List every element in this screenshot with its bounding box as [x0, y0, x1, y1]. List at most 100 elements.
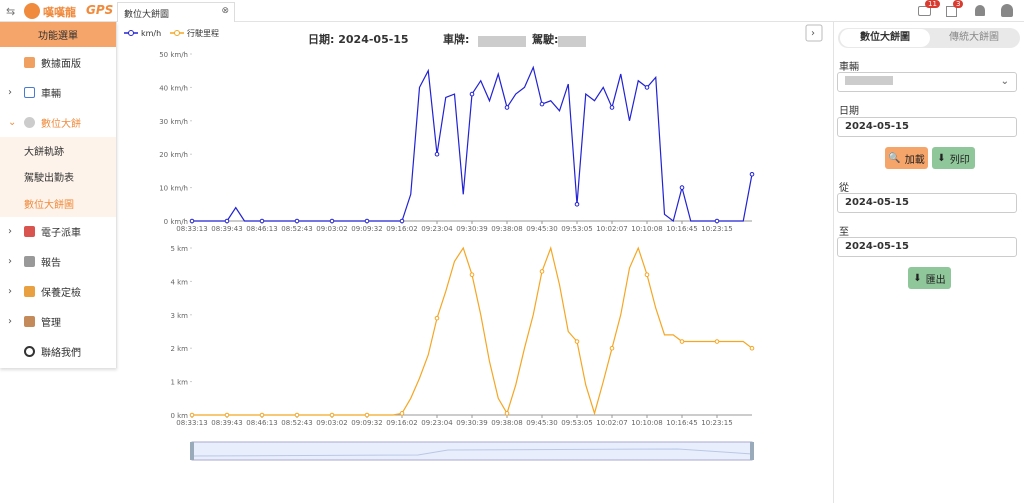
menu-item[interactable]: 聯絡我們	[0, 337, 116, 367]
button-label: 列印	[949, 154, 970, 166]
date-value: 2024-05-15	[845, 121, 909, 132]
menu-item[interactable]: › 車輛	[8, 86, 61, 100]
point	[329, 218, 335, 224]
x-tick-label: 09:30:39	[456, 419, 487, 427]
legend-label: km/h	[141, 29, 161, 38]
menu-label: 電子派車	[41, 228, 81, 239]
point	[679, 339, 685, 344]
print-button[interactable]: ⬇ 列印	[932, 147, 975, 169]
menu-label: 數位大餅圖	[24, 199, 74, 211]
task-icon[interactable]	[946, 6, 957, 17]
point	[539, 101, 545, 107]
y-tick-label: 50 km/h	[159, 51, 188, 59]
point	[609, 105, 615, 110]
zoom-slider[interactable]	[191, 441, 753, 461]
vehicle-icon[interactable]	[918, 6, 931, 16]
badge: 11	[925, 0, 940, 8]
tab-close[interactable]: ⊗	[221, 6, 229, 16]
menu-toggle[interactable]: ⇆	[6, 5, 16, 18]
y-tick-label: 5 km	[170, 245, 188, 253]
tab-label: 數位大餅圖	[124, 10, 170, 20]
point	[504, 411, 510, 416]
menu-label: 車輛	[41, 88, 61, 100]
blurred-driver	[558, 36, 586, 47]
collapse-button[interactable]	[805, 24, 823, 42]
plate-label: 車牌:	[443, 32, 469, 46]
point	[644, 85, 650, 90]
point	[644, 272, 650, 278]
x-tick-label: 09:09:32	[351, 225, 382, 233]
x-tick-label: 09:03:02	[316, 419, 347, 427]
menu-label: 報告	[41, 258, 61, 269]
menu-item[interactable]: ⌄ 數位大餅	[8, 116, 81, 130]
user-icon[interactable]	[1001, 4, 1013, 17]
submenu-item[interactable]: 大餅軌跡	[0, 137, 116, 164]
menu-label: 駕駛出勤表	[24, 173, 74, 185]
x-tick-label: 08:33:13	[176, 419, 207, 427]
y-tick-label: 40 km/h	[159, 84, 188, 92]
x-tick-label: 08:52:43	[281, 225, 312, 233]
y-tick-label: 2 km	[170, 345, 188, 353]
y-tick-label: 1 km	[170, 379, 188, 387]
x-tick-label: 10:23:15	[701, 419, 732, 427]
menu-item[interactable]: › 報告	[8, 256, 61, 269]
point	[294, 412, 300, 418]
point	[399, 411, 405, 416]
x-tick-label: 09:16:02	[386, 225, 417, 233]
point	[609, 345, 615, 351]
to-input[interactable]: 2024-05-15	[837, 237, 1017, 257]
date-label: 日期	[839, 106, 859, 117]
point	[259, 412, 265, 418]
legend-label: 行駛里程	[187, 28, 219, 38]
x-tick-label: 10:10:08	[631, 419, 662, 427]
menu-label: 保養定檢	[41, 288, 81, 299]
legend-dot	[174, 30, 180, 36]
x-tick-label: 10:16:45	[666, 419, 697, 427]
menu-item[interactable]: › 保養定檢	[8, 286, 81, 299]
point	[714, 218, 720, 224]
x-tick-label: 10:10:08	[631, 225, 662, 233]
load-button[interactable]: 🔍 加載	[885, 147, 928, 169]
point	[539, 269, 545, 274]
bell-icon[interactable]	[975, 5, 985, 16]
from-value: 2024-05-15	[845, 197, 909, 208]
vehicle-select[interactable]: ⌄	[837, 72, 1017, 92]
point	[749, 345, 755, 351]
export-button[interactable]: ⬇ 匯出	[908, 267, 951, 289]
x-tick-label: 08:46:13	[246, 419, 277, 427]
top-bar: ⇆ 嘆嘆龍 GPS 數位大餅圖 ⊗ 11 3	[0, 0, 1024, 22]
x-tick-label: 09:30:39	[456, 225, 487, 233]
menu-item[interactable]: 數據面版	[0, 47, 116, 77]
menu-item[interactable]: › 管理	[8, 316, 61, 329]
x-tick-label: 08:52:43	[281, 419, 312, 427]
y-tick-label: 0 km	[170, 412, 188, 420]
from-label: 從	[839, 183, 849, 194]
blurred-plate	[478, 36, 526, 47]
point	[364, 218, 370, 224]
x-tick-label: 09:09:32	[351, 419, 382, 427]
toggle-option[interactable]: 傳統大餅圖	[949, 32, 999, 43]
menu-item[interactable]: › 電子派車	[8, 226, 81, 239]
badge: 3	[953, 0, 964, 8]
toggle-option-active[interactable]: 數位大餅圖	[840, 29, 930, 47]
tab[interactable]: 數位大餅圖 ⊗	[117, 2, 235, 22]
from-input[interactable]: 2024-05-15	[837, 193, 1017, 213]
y-tick-label: 4 km	[170, 278, 188, 286]
collapse-arrow: ›	[811, 28, 815, 39]
zoom-preview	[191, 448, 753, 457]
point	[294, 218, 300, 224]
submenu-item[interactable]: 駕駛出勤表	[0, 163, 116, 190]
zoom-handle[interactable]	[190, 442, 194, 460]
x-tick-label: 09:38:08	[491, 225, 522, 233]
logo-icon	[24, 3, 40, 19]
zoom-handle[interactable]	[750, 442, 754, 460]
submenu-item[interactable]: 數位大餅圖	[0, 190, 116, 217]
x-tick-label: 09:38:08	[491, 419, 522, 427]
button-label: 匯出	[925, 274, 946, 286]
logo-text: 嘆嘆龍	[43, 6, 76, 19]
date-input[interactable]: 2024-05-15	[837, 117, 1017, 137]
menu-label: 數據面版	[41, 58, 81, 70]
vehicle-label: 車輛	[839, 62, 859, 73]
point	[224, 218, 230, 224]
